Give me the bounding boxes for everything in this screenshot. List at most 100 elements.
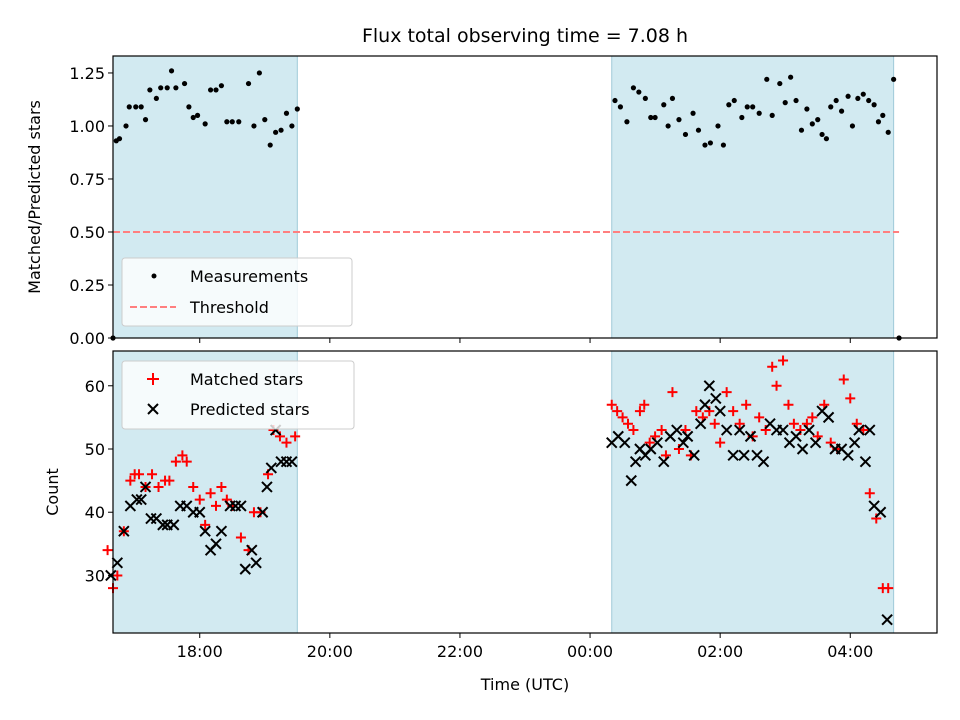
predicted-stars-point-51 <box>710 392 722 405</box>
matched-stars-point-62 <box>783 399 794 410</box>
measurements-point-10 <box>158 85 164 91</box>
matched-stars-point-37 <box>634 406 645 417</box>
measurements-point-78 <box>860 91 866 97</box>
predicted-stars-point-28 <box>265 462 278 474</box>
predicted-stars-point-50 <box>703 380 716 392</box>
matched-stars-point-14 <box>181 456 192 467</box>
matched-stars-point-50 <box>709 418 720 429</box>
measurements-point-79 <box>866 97 872 104</box>
predicted-stars-point-47 <box>688 449 700 462</box>
predicted-stars-point-52 <box>714 405 726 417</box>
matched-stars-point-54 <box>734 418 745 429</box>
matched-stars-point-23 <box>235 532 246 543</box>
predicted-stars-point-66 <box>803 424 815 436</box>
bottom-y-axis-label: Count <box>43 468 62 516</box>
measurements-point-5 <box>133 104 139 110</box>
matched-stars-point-36 <box>628 425 639 436</box>
predicted-stars-point-42 <box>658 455 670 468</box>
matched-stars-point-13 <box>177 450 188 461</box>
y-tick-label-0.50: 0.50 <box>69 223 105 242</box>
matched-stars-point-34 <box>617 412 628 423</box>
bottom-plot-frame <box>112 350 938 634</box>
x-tick-label-2000: 20:00 <box>307 642 353 661</box>
measurements-point-28 <box>262 117 268 123</box>
matched-stars-point-33 <box>612 406 623 417</box>
matched-stars-point-8 <box>147 469 158 480</box>
measurements-point-39 <box>636 89 642 95</box>
predicted-stars-point-55 <box>733 424 746 436</box>
measurements-point-81 <box>875 119 882 125</box>
x-tick-label-1800: 18:00 <box>177 642 223 661</box>
measurements-point-30 <box>273 129 279 135</box>
measurements-point-29 <box>267 142 273 148</box>
measurements-point-33 <box>289 123 295 129</box>
top-legend: Measurements Threshold <box>121 257 353 327</box>
x-axis-label: Time (UTC) <box>480 675 569 694</box>
predicted-stars-point-22 <box>235 500 247 512</box>
y-tick-label-40: 40 <box>85 503 105 522</box>
predicted-stars-point-76 <box>864 424 876 436</box>
matched-stars-point-53 <box>728 406 739 417</box>
predicted-stars-point-27 <box>261 481 273 493</box>
measurements-point-63 <box>782 100 788 106</box>
measurements-point-66 <box>798 127 805 133</box>
measurements-point-17 <box>194 112 201 118</box>
measurements-point-9 <box>153 95 159 102</box>
measurements-point-44 <box>665 123 671 129</box>
legend-measurements-marker <box>151 273 157 279</box>
y-tick-label-0.25: 0.25 <box>69 276 105 295</box>
matched-stars-point-16 <box>194 494 205 505</box>
measurements-point-80 <box>871 102 877 108</box>
measurements-point-45 <box>669 95 676 102</box>
chart-title: Flux total observing time = 7.08 h <box>362 25 688 47</box>
matched-stars-point-78 <box>883 583 894 594</box>
measurements-point-34 <box>294 106 300 112</box>
measurements-point-60 <box>764 76 770 82</box>
measurements-point-56 <box>739 114 745 121</box>
matched-stars-point-30 <box>281 437 292 448</box>
measurements-point-23 <box>229 119 235 125</box>
matched-stars-point-59 <box>767 361 778 372</box>
legend-predicted-marker <box>147 403 159 415</box>
legend-predicted-label: Predicted stars <box>190 400 310 419</box>
bottom-panel: Count Time (UTC) 30 40 50 60 18:00 20:00 22:0… <box>43 350 938 694</box>
predicted-stars-point-45 <box>677 436 690 449</box>
measurements-point-50 <box>702 142 708 148</box>
matched-stars-point-15 <box>188 481 199 492</box>
predicted-stars-point-69 <box>822 411 835 424</box>
predicted-stars-point-2 <box>118 525 130 537</box>
predicted-stars-point-64 <box>790 430 802 443</box>
measurements-point-65 <box>793 97 799 104</box>
top-y-axis-label: Matched/Predicted stars <box>25 100 44 294</box>
measurements-point-64 <box>788 74 794 80</box>
measurements-point-62 <box>777 80 783 87</box>
measurements-point-76 <box>849 123 856 129</box>
matched-stars-point-71 <box>838 374 849 385</box>
predicted-stars-point-11 <box>168 519 180 531</box>
predicted-stars-point-15 <box>194 506 206 518</box>
matched-stars-point-60 <box>771 380 782 391</box>
measurements-point-40 <box>642 95 648 102</box>
x-tick-label-2200: 22:00 <box>437 642 483 661</box>
predicted-stars-point-1 <box>111 557 124 569</box>
measurements-point-75 <box>845 93 851 99</box>
matched-stars-point-51 <box>715 437 726 448</box>
measurements-point-16 <box>190 114 196 121</box>
predicted-stars-point-35 <box>619 436 631 449</box>
matched-stars-point-31 <box>290 431 301 442</box>
top-plot-frame <box>112 55 938 339</box>
predicted-stars-point-72 <box>842 449 854 462</box>
measurements-point-49 <box>695 127 702 133</box>
measurements-point-41 <box>648 114 654 121</box>
measurements-point-61 <box>769 112 775 118</box>
legend-matched-label: Matched stars <box>190 370 303 389</box>
matched-stars-point-63 <box>788 418 799 429</box>
measurements-point-52 <box>715 123 721 129</box>
matched-stars-point-18 <box>205 488 216 499</box>
x-tick-label-0400: 04:00 <box>827 642 873 661</box>
observing-window-top-1 <box>611 55 895 339</box>
predicted-stars-point-36 <box>625 474 637 487</box>
matched-stars-point-35 <box>623 418 633 429</box>
measurements-point-19 <box>207 87 214 93</box>
